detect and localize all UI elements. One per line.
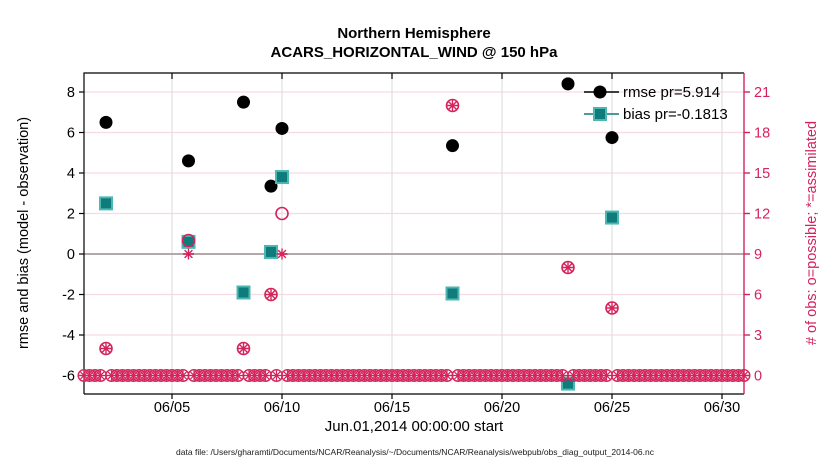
y-right-tick-label: 21 (754, 85, 770, 101)
baseline-possible-marker (737, 369, 751, 383)
y-left-tick-label: 2 (67, 207, 75, 223)
baseline-assimilated-marker (442, 370, 452, 381)
chart-title-line1: Northern Hemisphere (337, 25, 491, 42)
baseline-assimilated-marker (601, 370, 612, 381)
x-tick-label: 06/05 (154, 400, 190, 416)
assimilated-obs-point (562, 262, 574, 273)
assimilated-obs-point (447, 100, 458, 111)
rmse-point (264, 179, 278, 193)
bias-point (561, 376, 575, 391)
y-right-tick-label: 9 (754, 247, 762, 263)
x-tick-label: 06/30 (704, 400, 740, 416)
possible-obs-point (275, 206, 289, 221)
rmse-point (561, 77, 575, 91)
bias-point (275, 170, 289, 185)
data-file-caption: data file: /Users/gharamti/Documents/NCA… (176, 447, 654, 457)
assimilated-obs-point (276, 248, 288, 260)
legend-entry-bias-marker (593, 107, 607, 121)
legend-entry-rmse-label: rmse pr=5.914 (623, 84, 720, 101)
assimilated-obs-point (265, 289, 277, 300)
assimilated-obs-point (606, 302, 618, 314)
bias-point (605, 210, 619, 225)
baseline-assimilated-marker (557, 370, 568, 381)
y-right-tick-label: 18 (754, 126, 770, 142)
rmse-point (182, 154, 195, 168)
y-left-tick-label: 6 (67, 126, 75, 142)
baseline-assimilated-marker (233, 370, 243, 381)
baseline-assimilated-marker (271, 370, 282, 381)
y-left-tick-label: 4 (67, 166, 75, 182)
bias-point (445, 286, 460, 301)
y-left-tick-label: -6 (62, 369, 75, 385)
x-tick-label: 06/20 (484, 400, 520, 416)
y-right-tick-label: 6 (754, 288, 762, 304)
legend-entry-rmse-marker (593, 85, 607, 99)
y-right-tick-label: 0 (754, 369, 762, 385)
chart-title-line2: ACARS_HORIZONTAL_WIND @ 150 hPa (270, 44, 558, 61)
x-axis-label: Jun.01,2014 00:00:00 start (324, 418, 504, 435)
possible-obs-point (181, 233, 196, 248)
bias-point (236, 285, 251, 300)
baseline-assimilated-marker (739, 370, 749, 381)
x-tick-label: 06/15 (374, 400, 410, 416)
possible-obs-point (445, 98, 460, 113)
rmse-point (275, 121, 289, 135)
assimilated-obs-point (100, 343, 112, 354)
x-tick-label: 06/10 (264, 400, 300, 416)
baseline-assimilated-marker (95, 370, 106, 381)
baseline-assimilated-marker (260, 370, 271, 381)
x-tick-label: 06/25 (594, 400, 630, 416)
possible-obs-point (236, 341, 251, 356)
y-right-tick-label: 3 (754, 328, 762, 344)
possible-obs-point (99, 341, 113, 356)
possible-obs-point (561, 260, 575, 275)
assimilated-obs-point (183, 248, 194, 260)
bias-point (264, 244, 278, 259)
assimilated-obs-point (238, 343, 249, 354)
y-right-tick-label: 15 (754, 166, 770, 182)
bias-point (99, 196, 113, 211)
y-left-tick-label: 8 (67, 85, 75, 101)
y-left-tick-label: 0 (67, 247, 75, 263)
rmse-point (446, 139, 459, 153)
legend-entry-bias-label: bias pr=-0.1813 (623, 106, 728, 123)
axis-frame-black (83, 72, 744, 395)
y-left-tick-label: -2 (62, 288, 75, 304)
y-right-tick-label: 12 (754, 207, 770, 223)
possible-obs-point (264, 287, 278, 302)
possible-obs-point (605, 301, 619, 315)
rmse-point (99, 115, 113, 129)
y-left-tick-label: -4 (62, 328, 75, 344)
baseline-assimilated-marker (178, 370, 188, 381)
rmse-point (237, 95, 250, 109)
rmse-point (605, 131, 619, 145)
